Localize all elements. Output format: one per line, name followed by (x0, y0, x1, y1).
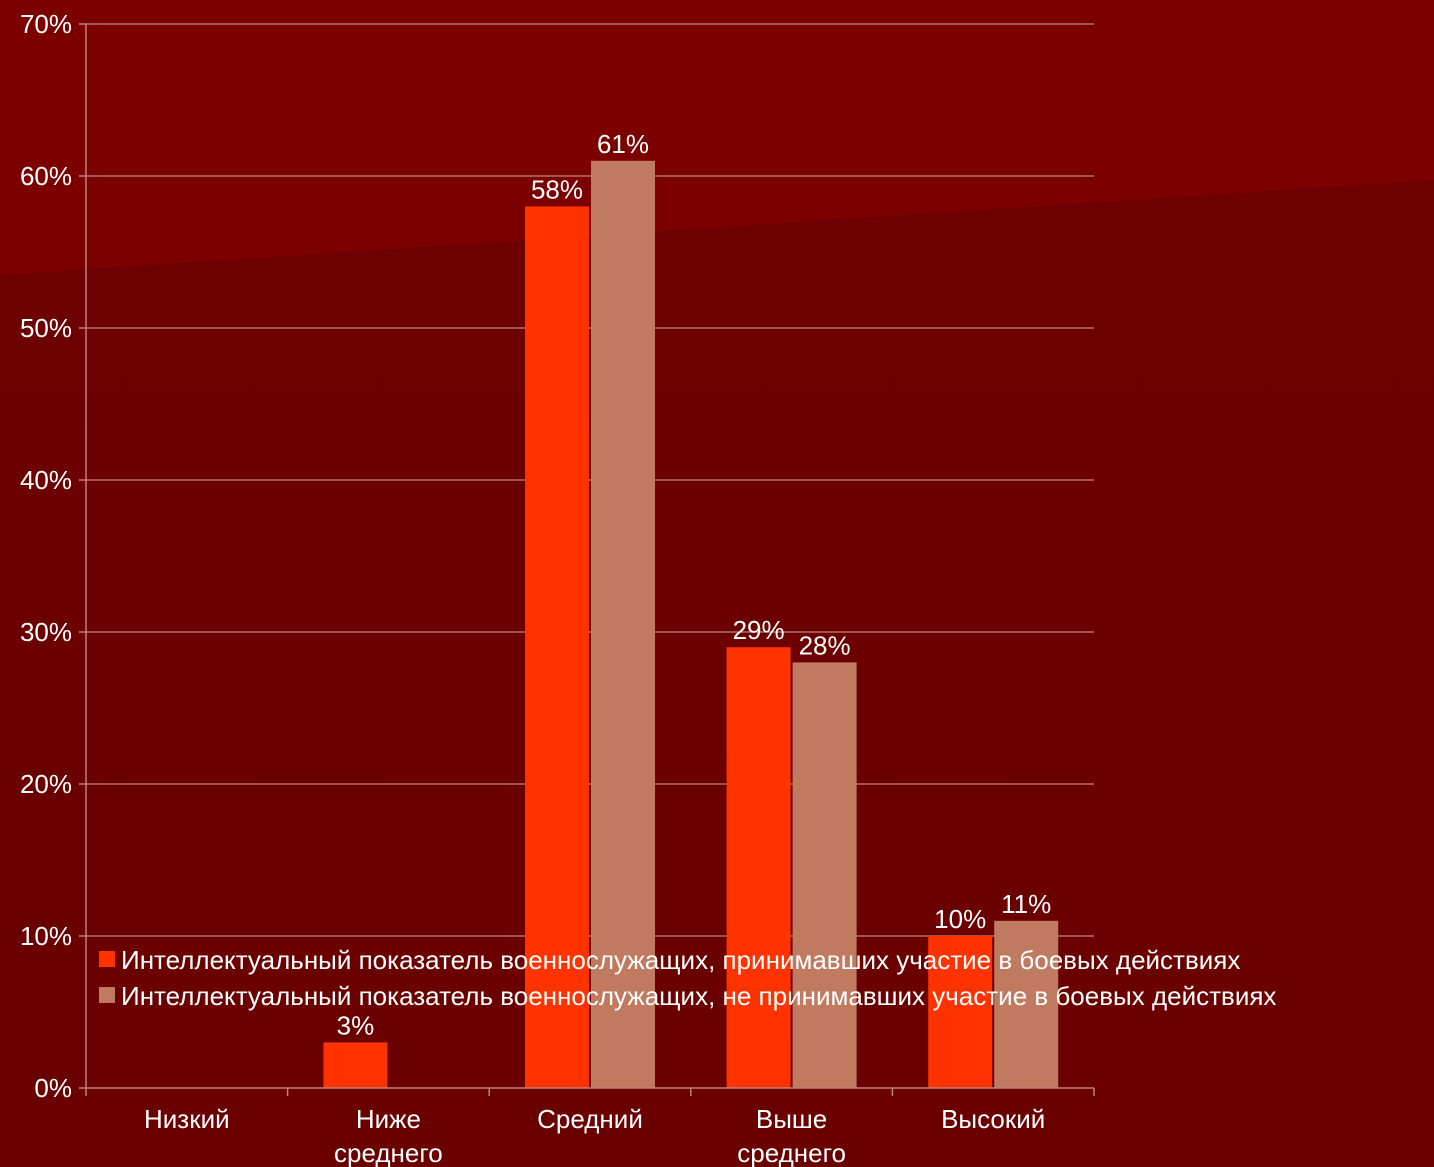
y-tick-label: 20% (20, 769, 72, 799)
y-tick-label: 0% (34, 1073, 72, 1103)
x-category-label: Высокий (941, 1104, 1045, 1134)
x-category-label-line: Ниже (356, 1104, 421, 1134)
data-label: 58% (531, 174, 583, 204)
legend-label: Интеллектуальный показатель военнослужащ… (121, 945, 1240, 975)
y-axis-ticks: 0% 10% 20% 30% 40% 50% 60% 70% (20, 9, 72, 1103)
y-tick-label: 40% (20, 465, 72, 495)
x-category-label: Ниже среднего (334, 1104, 443, 1167)
y-tick-label: 60% (20, 161, 72, 191)
axes (79, 23, 1095, 1096)
x-category-label-line: Средний (537, 1104, 643, 1134)
y-tick-label: 30% (20, 617, 72, 647)
legend-label: Интеллектуальный показатель военнослужащ… (121, 981, 1276, 1011)
data-label: 29% (733, 615, 785, 645)
data-label: 11% (1001, 889, 1051, 919)
x-category-label: Выше среднего (737, 1104, 846, 1167)
data-label: 61% (597, 129, 649, 159)
x-category-label-line: среднего (737, 1138, 846, 1167)
x-category-label-line: Низкий (144, 1104, 230, 1134)
bar (726, 647, 791, 1088)
bar (525, 206, 589, 1088)
x-axis-labels: Низкий Ниже среднего Средний Выше среднего Выс… (144, 1104, 1045, 1167)
bars (323, 160, 1059, 1089)
y-tick-label: 70% (20, 9, 72, 39)
x-category-label: Средний (537, 1104, 643, 1134)
x-category-label: Низкий (144, 1104, 230, 1134)
x-category-label-line: среднего (334, 1138, 443, 1167)
y-tick-label: 50% (20, 313, 72, 343)
bar (994, 920, 1059, 1088)
legend: Интеллектуальный показатель военнослужащ… (99, 945, 1276, 1011)
bar (323, 1042, 388, 1088)
bar (928, 936, 993, 1088)
bar (792, 662, 857, 1088)
legend-swatch (99, 987, 115, 1003)
gridlines (86, 23, 1094, 937)
bar (591, 160, 655, 1089)
data-label: 10% (934, 904, 986, 934)
y-tick-label: 10% (20, 921, 72, 951)
x-category-label-line: Выше (756, 1104, 827, 1134)
data-labels: 3% 58% 29% 10% 61% 28% 11% (337, 129, 1052, 1041)
legend-swatch (99, 951, 115, 967)
data-label: 3% (337, 1010, 375, 1040)
x-category-label-line: Высокий (941, 1104, 1045, 1134)
data-label: 28% (799, 630, 851, 660)
